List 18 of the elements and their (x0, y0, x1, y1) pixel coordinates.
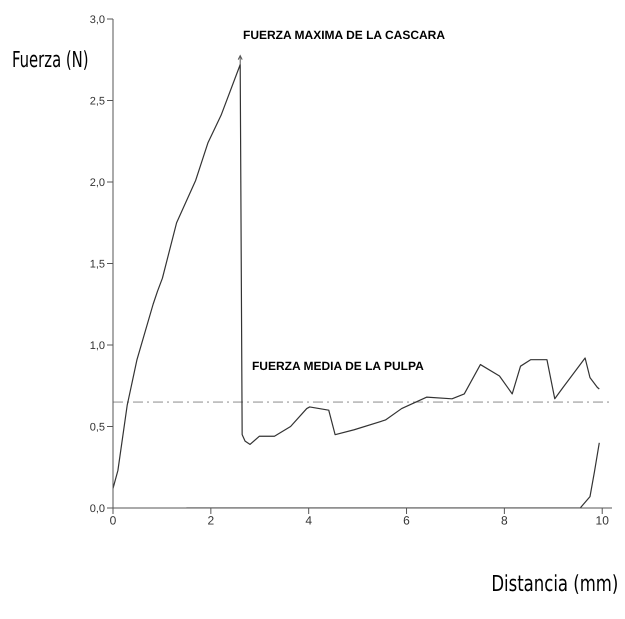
x-tick-label: 0 (110, 514, 117, 528)
y-tick-label: 0,0 (90, 502, 105, 515)
x-tick-label: 4 (305, 514, 312, 528)
annotation: FUERZA MEDIA DE LA PULPA (252, 359, 424, 374)
x-axis-title: Distancia (mm) (491, 572, 618, 597)
y-tick-label: 2,5 (90, 95, 105, 108)
x-tick-label: 10 (596, 514, 610, 528)
y-axis-title: Fuerza (N) (12, 48, 89, 73)
y-tick-label: 3,0 (90, 14, 105, 26)
y-tick-label: 1,5 (90, 258, 105, 270)
y-tick-label: 0,5 (90, 421, 105, 434)
annotation: FUERZA MAXIMA DE LA CASCARA (243, 28, 446, 42)
y-tick-label: 1,0 (90, 340, 105, 352)
line-series (113, 64, 600, 490)
x-tick-label: 8 (501, 514, 508, 528)
x-tick-label: 2 (208, 514, 214, 528)
y-tick-label: 2,0 (90, 176, 105, 189)
x-tick-label: 6 (403, 514, 410, 528)
